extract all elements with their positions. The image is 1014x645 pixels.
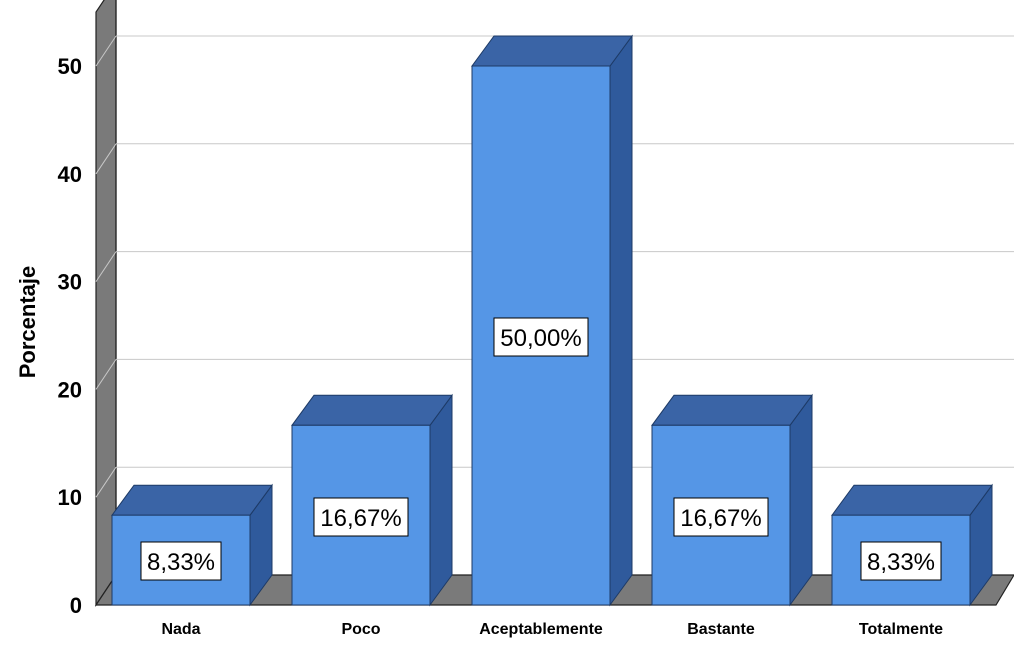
x-tick-label: Bastante [687,621,755,638]
x-tick-label: Poco [341,621,380,638]
y-tick-label: 20 [58,377,82,402]
bar-side [429,393,453,607]
x-tick-label: Aceptablemente [479,621,603,638]
gridline-side [95,143,117,175]
data-label-box [673,497,769,537]
data-label: 8,33% [867,549,935,576]
y-tick-label: 40 [58,162,82,187]
gridline-side [95,251,117,282]
x-tick-label: Totalmente [859,621,943,638]
bar-top [111,484,273,516]
y-tick-label: 50 [58,54,82,79]
data-label-box [140,541,222,581]
data-label-box [493,317,589,357]
gridline-side [95,466,117,498]
data-label: 16,67% [680,505,761,532]
y-tick-label: 30 [58,270,82,295]
data-label: 16,67% [320,505,401,532]
data-label-box [313,497,409,537]
y-tick-label: 0 [70,593,82,618]
bar-side [609,34,633,607]
x-tick-label: Nada [161,621,200,638]
data-label: 8,33% [147,549,215,576]
bar-top [471,35,633,67]
gridline-side [95,359,117,390]
bar-top [291,394,453,426]
x-axis-ticks: Nada Poco Aceptablemente Bastante Totalmente [161,621,943,638]
bar-top [651,394,813,426]
gridline-side [95,35,117,67]
bar-top [831,484,993,516]
y-axis-title: Porcentaje [15,266,40,379]
y-tick-label: 10 [58,485,82,510]
data-labels: 8,33% 16,67% 50,00% 16,67% 8,33% [140,317,942,581]
data-label: 50,00% [500,325,581,352]
y-axis-ticks: 0 10 20 30 40 50 [58,54,82,618]
bar-side [789,393,813,607]
data-label-box [860,541,942,581]
